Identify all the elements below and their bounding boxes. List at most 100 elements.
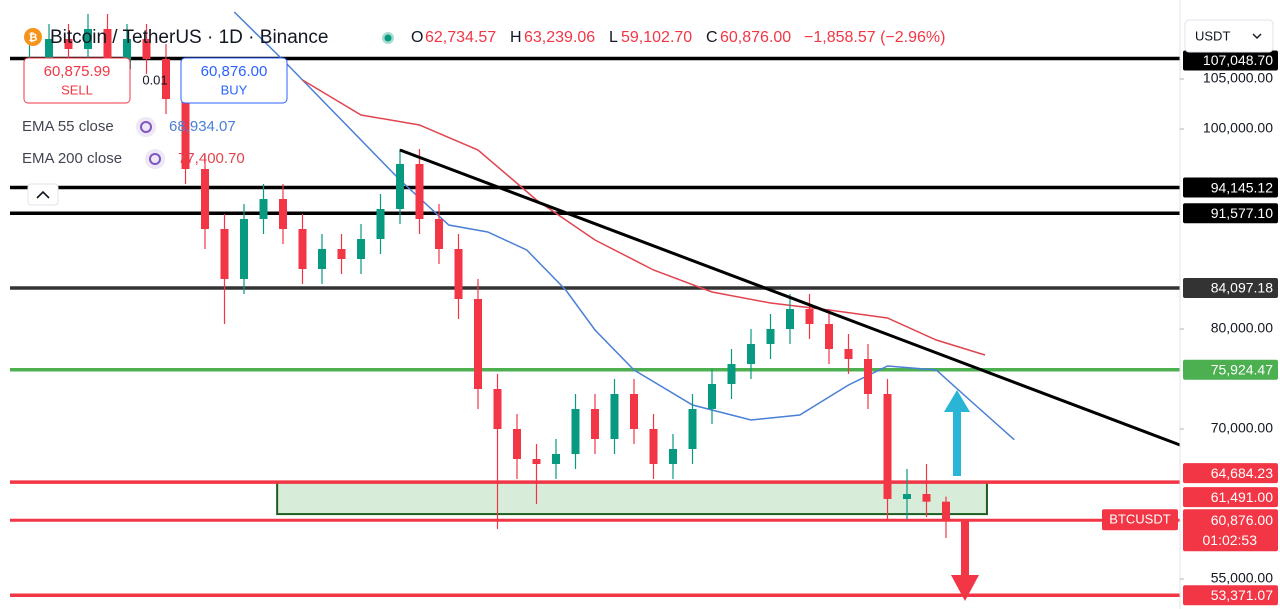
candle-body xyxy=(396,164,404,209)
candle-body xyxy=(922,494,931,502)
level-label-box xyxy=(1183,50,1278,71)
plot-area: BTCUSDT xyxy=(10,11,1181,601)
level-label: 64,684.23 xyxy=(1211,465,1273,481)
candle-body xyxy=(708,384,716,409)
sell-label: SELL xyxy=(61,82,93,97)
candle-body xyxy=(376,209,385,239)
legend-icon-ring xyxy=(149,153,161,165)
price-axis: 105,000.00 100,000.00 80,000.00 70,000.00 55… xyxy=(1179,0,1280,609)
candle-body xyxy=(298,229,307,269)
level-label-box xyxy=(1183,203,1278,224)
ema-line xyxy=(233,11,1015,441)
candle-body xyxy=(844,349,853,359)
coin-symbol: ₿ xyxy=(29,32,38,44)
candle-body xyxy=(805,309,814,324)
symbol-title: Bitcoin / TetherUS · 1D · Binance xyxy=(50,27,328,48)
legend-label: EMA 200 close xyxy=(22,150,122,167)
collapse-icon xyxy=(36,190,50,199)
candle-body xyxy=(591,409,599,439)
ohlc-label: L xyxy=(609,29,618,46)
candle-body xyxy=(84,29,92,49)
trend-line xyxy=(399,148,1181,447)
candle-body xyxy=(571,409,580,454)
buy-label: BUY xyxy=(221,82,248,97)
level-label-box xyxy=(1183,177,1278,198)
legend-label: EMA 55 close xyxy=(22,118,114,135)
candle-body xyxy=(240,219,248,279)
buy-button[interactable] xyxy=(180,57,288,104)
level-label: 75,924.47 xyxy=(1211,361,1273,377)
candle-body xyxy=(786,309,794,329)
candle-body xyxy=(883,394,892,499)
candle-body xyxy=(181,99,190,169)
legend-value: 68,934.07 xyxy=(169,118,236,135)
legend-icon-ring xyxy=(140,121,152,133)
candle-body xyxy=(45,39,53,59)
dropdown-chevron xyxy=(1252,33,1262,39)
candle-body xyxy=(259,199,268,219)
legend-value: 77,400.70 xyxy=(178,150,245,167)
candle-body xyxy=(357,239,365,259)
candle-body xyxy=(513,429,521,459)
level-label-box xyxy=(1183,359,1278,380)
currency-select[interactable] xyxy=(1184,19,1274,53)
candle-body xyxy=(610,394,619,439)
candle-body xyxy=(318,249,326,269)
candle-body xyxy=(162,59,170,99)
status-dot xyxy=(384,34,392,42)
candle-body xyxy=(552,454,560,464)
symbol-label: BTCUSDT xyxy=(1109,512,1170,527)
spread: 0.01 xyxy=(142,72,167,87)
sell-price: 60,875.99 xyxy=(44,63,111,80)
candle-body xyxy=(123,39,131,69)
currency-label: USDT xyxy=(1195,28,1230,43)
ohlc-value: 63,239.06 xyxy=(524,29,595,46)
candle-body xyxy=(64,39,73,49)
candle-body xyxy=(435,219,443,249)
level-label: 94,145.12 xyxy=(1211,179,1273,195)
axis-background xyxy=(1180,0,1280,609)
last-price-label: 60,876.00 xyxy=(1211,512,1273,528)
ohlc-value: 62,734.57 xyxy=(425,29,496,46)
ohlc-label: H xyxy=(510,29,522,46)
level-label: 53,371.07 xyxy=(1211,587,1273,603)
candle-body xyxy=(454,249,463,299)
ema-line xyxy=(302,79,986,356)
candle-body xyxy=(727,364,736,384)
collapse-button[interactable] xyxy=(27,183,59,206)
candle-body xyxy=(942,501,950,521)
candle-body xyxy=(825,324,833,349)
countdown: 01:02:53 xyxy=(1203,532,1258,548)
level-label: 107,048.70 xyxy=(1203,52,1273,68)
last-price-box xyxy=(1183,509,1278,552)
legend-icon[interactable] xyxy=(136,117,156,137)
sell-button[interactable] xyxy=(23,57,131,104)
candle-body xyxy=(103,29,112,69)
candle-body xyxy=(864,359,872,394)
ohlc-value: 59,102.70 xyxy=(621,29,692,46)
candle-body xyxy=(201,169,209,229)
candle-body xyxy=(415,164,424,219)
y-tick-label: 55,000.00 xyxy=(1211,570,1273,586)
y-tick-label: 100,000.00 xyxy=(1203,120,1273,136)
level-label-box xyxy=(1183,463,1278,484)
y-tick-label: 70,000.00 xyxy=(1211,420,1273,436)
level-label-box xyxy=(1183,585,1278,606)
coin-icon xyxy=(24,28,42,46)
candle-body xyxy=(669,449,677,464)
candle-body xyxy=(903,494,911,499)
legend-icon[interactable] xyxy=(145,149,165,169)
level-label: 61,491.00 xyxy=(1211,489,1273,505)
candle-body xyxy=(747,344,755,364)
candle-body xyxy=(649,429,658,464)
candle-body xyxy=(220,229,229,279)
level-label-box xyxy=(1183,487,1278,508)
candle-body xyxy=(688,409,697,449)
candle-body xyxy=(474,299,482,389)
ohlc-label: C xyxy=(706,29,718,46)
level-label: 84,097.18 xyxy=(1211,280,1273,296)
ohlc-label: O xyxy=(411,29,423,46)
level-label-box xyxy=(1183,278,1278,299)
candle-body xyxy=(337,249,346,259)
